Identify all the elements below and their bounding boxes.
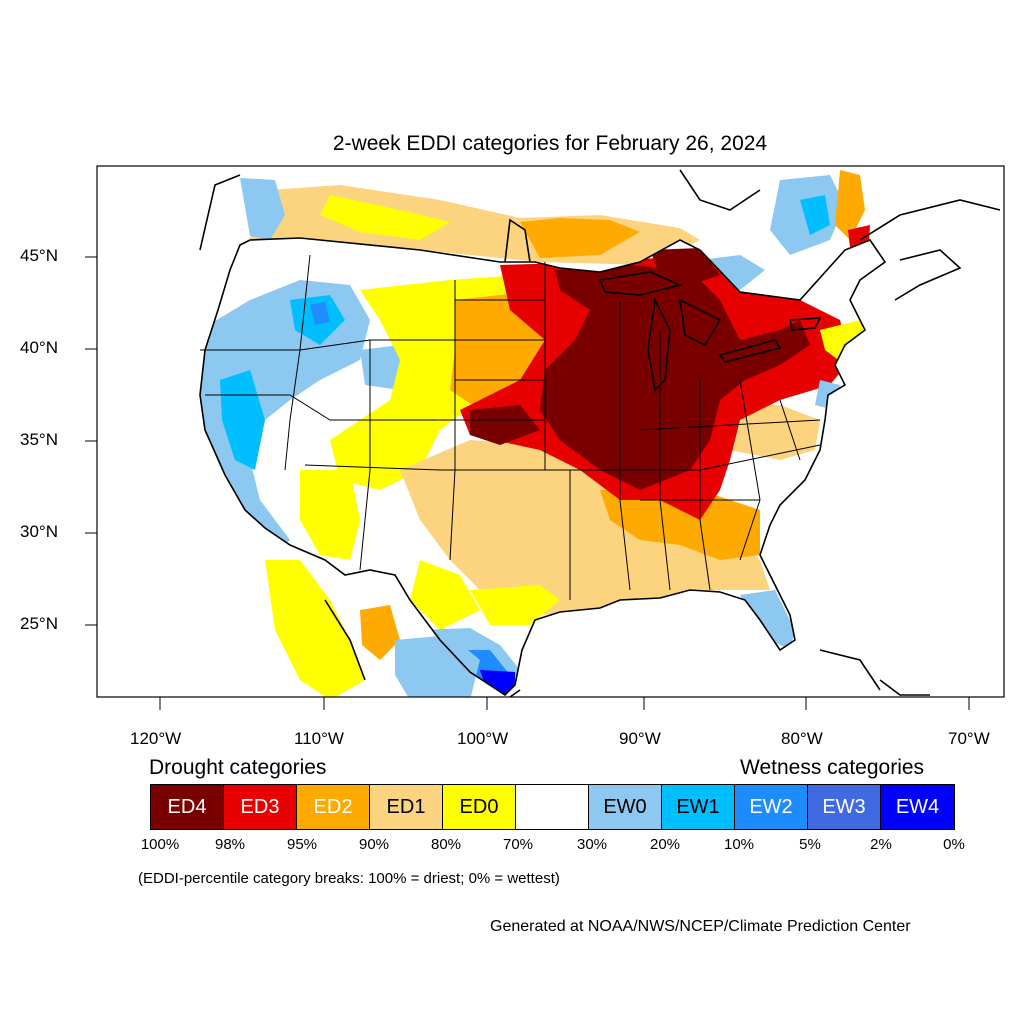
break-0: 0% bbox=[943, 836, 965, 853]
legend-ed2: ED2 bbox=[297, 785, 370, 829]
legend-label: EW1 bbox=[676, 795, 720, 818]
legend-ed4: ED4 bbox=[151, 785, 224, 829]
legend-ed3: ED3 bbox=[224, 785, 297, 829]
legend-label: ED1 bbox=[386, 795, 426, 818]
lon-label-120: 120°W bbox=[130, 729, 182, 748]
lon-label-100: 100°W bbox=[457, 729, 509, 748]
break-90: 90% bbox=[358, 836, 390, 853]
legend-label: ED0 bbox=[459, 795, 499, 818]
wetness-heading: Wetness categories bbox=[740, 756, 925, 779]
legend-label: ED4 bbox=[167, 795, 207, 818]
lon-label-90: 90°W bbox=[619, 729, 661, 748]
lat-label-45: 45°N bbox=[20, 246, 58, 265]
legend-label: EW0 bbox=[603, 795, 647, 818]
map-frame bbox=[96, 165, 1005, 698]
break-2: 2% bbox=[870, 836, 892, 853]
drought-heading: Drought categories bbox=[149, 756, 327, 779]
break-70: 70% bbox=[502, 836, 534, 853]
lat-label-30: 30°N bbox=[20, 522, 58, 541]
lon-label-110: 110°W bbox=[294, 729, 344, 748]
category-note: (EDDI-percentile category breaks: 100% =… bbox=[138, 870, 560, 887]
lat-label-25: 25°N bbox=[20, 614, 58, 633]
lon-label-70: 70°W bbox=[948, 729, 990, 748]
category-legend: ED4 ED3 ED2 ED1 ED0 EW0 EW1 EW2 EW3 EW4 bbox=[150, 784, 955, 830]
break-95: 95% bbox=[286, 836, 318, 853]
break-98: 98% bbox=[214, 836, 246, 853]
legend-neutral bbox=[516, 785, 589, 829]
legend-ew2: EW2 bbox=[735, 785, 808, 829]
lon-label-80: 80°W bbox=[781, 729, 823, 748]
break-30: 30% bbox=[576, 836, 608, 853]
lat-label-35: 35°N bbox=[20, 430, 58, 449]
break-20: 20% bbox=[649, 836, 681, 853]
legend-ew1: EW1 bbox=[662, 785, 735, 829]
legend-ew4: EW4 bbox=[881, 785, 954, 829]
break-80: 80% bbox=[430, 836, 462, 853]
legend-label: EW3 bbox=[822, 795, 866, 818]
legend-ew0: EW0 bbox=[589, 785, 662, 829]
mexico-fill bbox=[265, 560, 480, 697]
legend-label: EW2 bbox=[749, 795, 793, 818]
break-10: 10% bbox=[723, 836, 755, 853]
break-100: 100% bbox=[140, 836, 180, 853]
legend-label: ED3 bbox=[240, 795, 280, 818]
legend-label: EW4 bbox=[895, 795, 940, 818]
credit-line: Generated at NOAA/NWS/NCEP/Climate Predi… bbox=[490, 918, 911, 935]
legend-ed1: ED1 bbox=[370, 785, 443, 829]
map-title: 2-week EDDI categories for February 26, … bbox=[332, 132, 768, 155]
legend-label: ED2 bbox=[313, 795, 353, 818]
axis-ticks bbox=[85, 256, 970, 710]
break-5: 5% bbox=[799, 836, 821, 853]
legend-ed0: ED0 bbox=[443, 785, 516, 829]
boundaries bbox=[199, 169, 1001, 697]
legend-ew3: EW3 bbox=[808, 785, 881, 829]
lat-label-40: 40°N bbox=[20, 338, 58, 357]
